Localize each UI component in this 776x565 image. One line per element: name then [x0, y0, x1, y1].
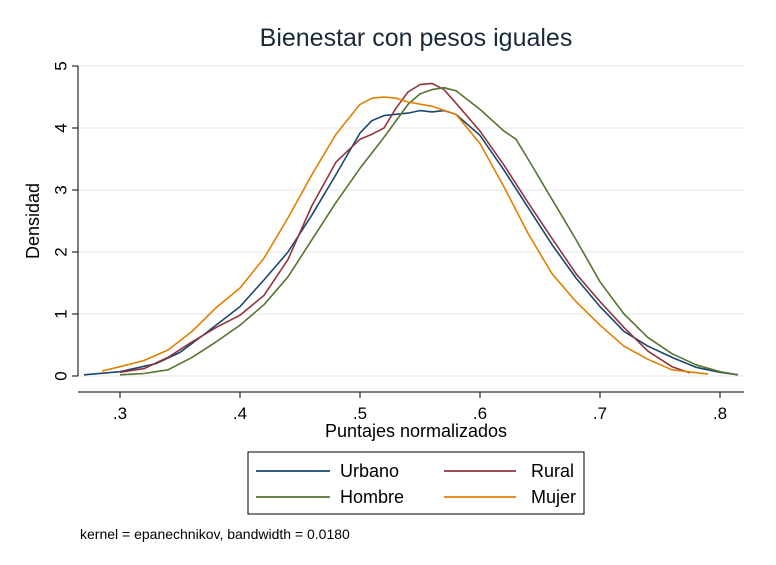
x-axis-ticks: .3 .4 .5 .6 .7 .8 [113, 392, 727, 423]
y-tick-label: 5 [51, 61, 70, 70]
x-tick-label: .7 [593, 404, 607, 423]
legend-label-hombre: Hombre [340, 487, 404, 507]
y-tick-label: 3 [51, 185, 70, 194]
legend-label-rural: Rural [531, 461, 574, 481]
y-tick-label: 0 [51, 371, 70, 380]
y-axis-ticks: 0 1 2 3 4 5 [51, 61, 78, 381]
series-line-hombre [119, 86, 739, 376]
x-tick-label: .8 [713, 404, 727, 423]
legend-label-mujer: Mujer [531, 487, 576, 507]
chart-title: Bienestar con pesos iguales [260, 24, 573, 52]
y-axis-title: Densidad [23, 183, 43, 259]
y-tick-label: 2 [51, 247, 70, 256]
gridlines [78, 65, 744, 377]
legend: Urbano Rural Hombre Mujer [247, 451, 585, 515]
series-line-urbano [83, 109, 739, 376]
x-tick-label: .4 [233, 404, 247, 423]
y-tick-label: 1 [51, 309, 70, 318]
series-lines [83, 82, 739, 376]
chart-note: kernel = epanechnikov, bandwidth = 0.018… [80, 526, 350, 542]
legend-items: Urbano Rural Hombre Mujer [256, 461, 576, 507]
x-axis-title: Puntajes normalizados [325, 421, 507, 441]
series-line-mujer [101, 96, 709, 375]
x-tick-label: .5 [353, 404, 367, 423]
legend-box [247, 451, 585, 515]
y-tick-label: 4 [51, 123, 70, 132]
x-tick-label: .6 [473, 404, 487, 423]
legend-label-urbano: Urbano [340, 461, 399, 481]
series-line-rural [119, 82, 691, 374]
x-tick-label: .3 [113, 404, 127, 423]
